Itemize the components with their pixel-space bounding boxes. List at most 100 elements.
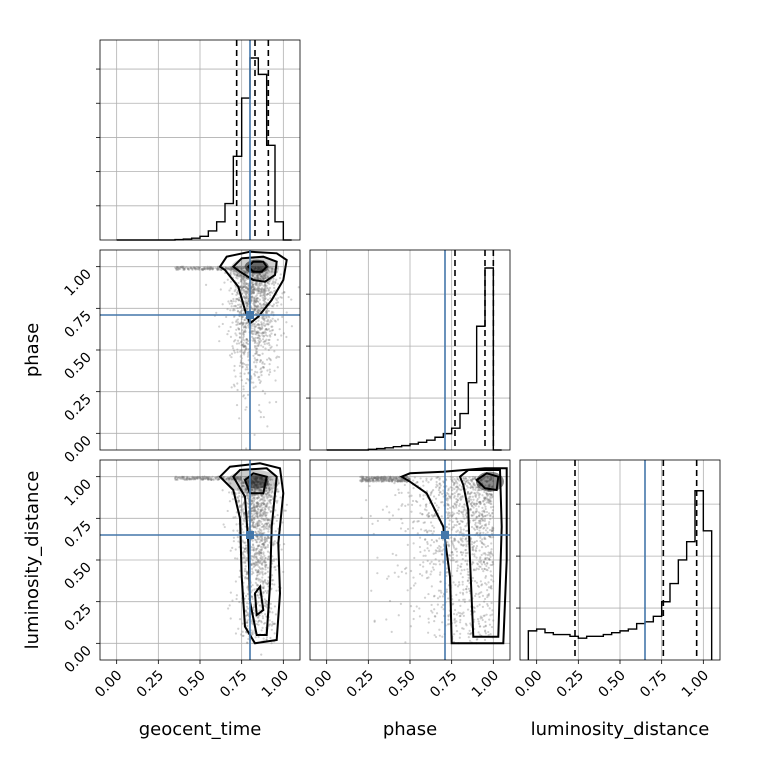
sample-point — [271, 291, 274, 295]
sample-point — [479, 617, 482, 620]
sample-point — [274, 379, 277, 382]
sample-point — [242, 511, 245, 514]
sample-point — [247, 510, 250, 513]
y-tick-label: 0.25 — [61, 391, 94, 424]
sample-point — [478, 496, 481, 499]
sample-point — [253, 562, 256, 565]
sample-point — [269, 335, 272, 338]
sample-point — [468, 495, 471, 498]
sample-point — [245, 549, 248, 552]
sample-point — [260, 282, 263, 285]
sample-point — [207, 478, 210, 481]
sample-point — [408, 477, 411, 481]
sample-point — [256, 300, 259, 303]
sample-point — [251, 519, 254, 522]
sample-point — [224, 266, 227, 269]
sample-point — [255, 297, 258, 300]
sample-point — [428, 529, 431, 532]
sample-point — [259, 339, 263, 342]
sample-point — [361, 477, 364, 481]
sample-point — [263, 275, 267, 278]
sample-point — [393, 479, 397, 482]
contour-line — [399, 467, 508, 645]
sample-point — [464, 548, 468, 551]
sample-point — [227, 329, 230, 333]
sample-point — [240, 267, 243, 271]
sample-point — [483, 614, 486, 617]
sample-point — [383, 475, 386, 478]
sample-point — [416, 481, 419, 484]
sample-point — [480, 567, 484, 571]
sample-point — [280, 303, 283, 306]
sample-point — [432, 530, 436, 533]
sample-point — [261, 331, 265, 334]
sample-point — [439, 550, 442, 553]
sample-point — [264, 331, 267, 334]
sample-point — [266, 545, 269, 549]
sample-point — [485, 497, 489, 500]
sample-point — [479, 512, 482, 515]
sample-point — [469, 495, 472, 498]
sample-point — [275, 301, 278, 305]
sample-point — [254, 509, 257, 513]
sample-point — [445, 574, 448, 578]
sample-point — [257, 635, 260, 639]
sample-point — [255, 574, 259, 577]
sample-point — [242, 278, 245, 281]
sample-point — [465, 509, 468, 513]
sample-point — [366, 480, 369, 483]
sample-point — [460, 562, 463, 566]
sample-point — [267, 499, 270, 502]
sample-point — [473, 580, 477, 583]
sample-point — [484, 524, 487, 527]
sample-point — [466, 568, 469, 571]
sample-point — [470, 504, 473, 507]
sample-point — [253, 564, 256, 568]
sample-point — [235, 403, 239, 407]
sample-point — [449, 513, 452, 517]
sample-point — [253, 330, 256, 333]
sample-point — [199, 475, 202, 478]
sample-point — [484, 505, 487, 508]
sample-point — [273, 622, 276, 625]
sample-point — [399, 602, 403, 605]
sample-point — [244, 325, 247, 329]
sample-point — [434, 635, 438, 639]
sample-point — [488, 553, 491, 556]
sample-point — [378, 479, 381, 482]
sample-point — [259, 510, 262, 513]
sample-point — [430, 570, 433, 573]
sample-point — [395, 477, 398, 480]
sample-point — [236, 265, 239, 269]
sample-point — [366, 479, 370, 482]
sample-point — [217, 475, 220, 478]
sample-point — [478, 529, 481, 532]
sample-point — [485, 510, 489, 514]
sample-point — [478, 565, 481, 568]
sample-point — [436, 597, 440, 600]
sample-point — [447, 614, 450, 617]
sample-point — [475, 532, 478, 535]
sample-point — [247, 353, 250, 356]
sample-point — [189, 478, 193, 481]
sample-point — [391, 477, 394, 480]
sample-point — [434, 615, 437, 618]
sample-point — [246, 342, 250, 346]
sample-point — [197, 477, 200, 480]
sample-point — [279, 496, 282, 499]
sample-point — [260, 621, 263, 624]
sample-point — [464, 480, 467, 484]
sample-point — [458, 488, 461, 491]
sample-point — [258, 524, 261, 527]
sample-point — [215, 311, 218, 314]
sample-point — [484, 625, 487, 628]
sample-point — [237, 627, 240, 630]
sample-point — [253, 488, 257, 491]
xlabel-luminosity-distance: luminosity_distance — [531, 719, 710, 740]
sample-point — [268, 493, 271, 497]
sample-point — [215, 476, 218, 479]
sample-point — [252, 323, 255, 326]
sample-point — [476, 638, 479, 641]
sample-point — [230, 305, 233, 308]
sample-point — [239, 280, 243, 283]
